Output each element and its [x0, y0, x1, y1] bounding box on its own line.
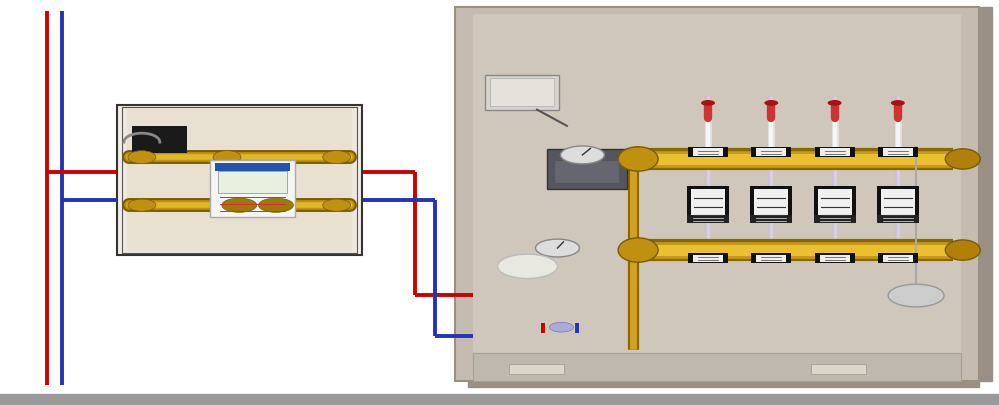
- Bar: [750, 216, 792, 223]
- Bar: [455, 8, 979, 382]
- Ellipse shape: [213, 151, 241, 164]
- Bar: [0, 394, 999, 405]
- Bar: [817, 190, 851, 220]
- Bar: [687, 187, 729, 223]
- Bar: [878, 147, 918, 158]
- Bar: [751, 147, 791, 158]
- Bar: [468, 382, 979, 387]
- Bar: [547, 149, 627, 190]
- Bar: [693, 255, 723, 262]
- Ellipse shape: [618, 147, 658, 172]
- Bar: [688, 253, 728, 263]
- Bar: [473, 15, 961, 374]
- Ellipse shape: [128, 200, 156, 212]
- Bar: [877, 216, 919, 223]
- Bar: [754, 190, 788, 220]
- Ellipse shape: [945, 240, 980, 260]
- Bar: [490, 79, 554, 107]
- Circle shape: [560, 147, 604, 164]
- Ellipse shape: [945, 149, 980, 170]
- Ellipse shape: [323, 151, 351, 164]
- Bar: [819, 255, 849, 262]
- Circle shape: [549, 322, 573, 332]
- Ellipse shape: [618, 238, 658, 262]
- Circle shape: [827, 101, 841, 107]
- Bar: [881, 190, 915, 220]
- Bar: [509, 364, 564, 374]
- Bar: [813, 216, 855, 223]
- Circle shape: [891, 101, 905, 107]
- Circle shape: [888, 284, 944, 307]
- Bar: [877, 187, 919, 223]
- Bar: [814, 253, 854, 263]
- Bar: [485, 76, 559, 110]
- Bar: [127, 109, 352, 251]
- Bar: [814, 147, 854, 158]
- Circle shape: [764, 101, 778, 107]
- Bar: [210, 161, 295, 218]
- Bar: [883, 255, 913, 262]
- Bar: [756, 255, 786, 262]
- Ellipse shape: [128, 151, 156, 164]
- Bar: [751, 253, 791, 263]
- Bar: [691, 190, 725, 220]
- Bar: [693, 149, 723, 156]
- Bar: [813, 187, 855, 223]
- Circle shape: [535, 239, 579, 257]
- Bar: [215, 164, 290, 171]
- Bar: [750, 187, 792, 223]
- Bar: [883, 149, 913, 156]
- Circle shape: [701, 101, 715, 107]
- Bar: [117, 105, 362, 255]
- Bar: [687, 216, 729, 223]
- Ellipse shape: [222, 198, 257, 213]
- Bar: [122, 107, 357, 253]
- Bar: [979, 8, 992, 382]
- Circle shape: [498, 254, 557, 279]
- Bar: [555, 162, 619, 184]
- Bar: [811, 364, 866, 374]
- Bar: [878, 253, 918, 263]
- Bar: [819, 149, 849, 156]
- Bar: [218, 171, 287, 194]
- Bar: [756, 149, 786, 156]
- Bar: [132, 127, 187, 153]
- Ellipse shape: [259, 198, 294, 213]
- Ellipse shape: [323, 200, 351, 212]
- Bar: [688, 147, 728, 158]
- Bar: [473, 353, 961, 382]
